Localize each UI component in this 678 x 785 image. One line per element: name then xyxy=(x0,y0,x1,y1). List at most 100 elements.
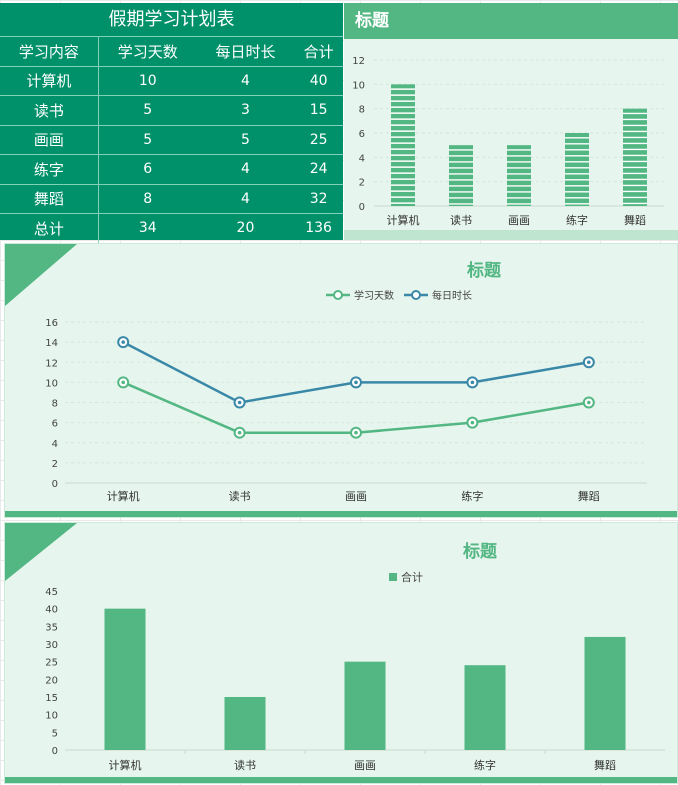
chart-title: 标题 xyxy=(467,261,501,281)
y-tick-label: 20 xyxy=(45,675,58,686)
table-header-row: 学习内容 学习天数 每日时长 合计 xyxy=(0,37,343,67)
x-tick-label: 读书 xyxy=(229,489,251,503)
cell[interactable]: 24 xyxy=(294,154,343,185)
line-chart-panel[interactable]: 标题 0 2 4 6 8 10 12 14 16 计算机 读书 画画 练字 舞蹈 学习天数 每日时长 xyxy=(4,243,678,518)
data-point-center xyxy=(237,430,242,435)
bar xyxy=(344,661,386,750)
cell[interactable]: 6 xyxy=(98,154,197,185)
x-tick-label: 读书 xyxy=(450,213,472,227)
data-point-center xyxy=(354,380,358,385)
y-tick-label: 25 xyxy=(45,658,58,669)
y-tick-label: 5 xyxy=(52,728,58,739)
x-tick-label: 画画 xyxy=(354,759,376,772)
y-tick-label: 12 xyxy=(45,358,58,369)
y-tick-label: 8 xyxy=(52,399,58,410)
bar-chart-panel-2[interactable]: 标题 0 5 10 15 20 25 30 35 40 45 计算机 读书 画画 练字 舞蹈 合计 xyxy=(4,522,678,784)
y-tick-label: 8 xyxy=(359,105,365,116)
series-line xyxy=(122,341,590,404)
y-tick-label: 4 xyxy=(359,153,365,164)
cell[interactable]: 20 xyxy=(236,220,255,237)
data-point-center xyxy=(237,400,242,405)
header-cell[interactable]: 学习内容 xyxy=(0,37,99,67)
data-point-center xyxy=(587,360,591,365)
corner-triangle-decoration xyxy=(5,244,77,306)
cell[interactable]: 读书 xyxy=(0,95,99,126)
y-tick-label: 6 xyxy=(52,419,58,430)
chart-title: 标题 xyxy=(463,542,497,562)
cell[interactable]: 5 xyxy=(98,95,197,126)
bar xyxy=(104,608,146,750)
x-tick-label: 舞蹈 xyxy=(624,214,646,227)
cell[interactable]: 3 xyxy=(196,95,295,126)
x-tick-label: 画画 xyxy=(345,490,367,503)
table-row: 计算机 10 4 40 xyxy=(0,66,343,96)
cell[interactable]: 40 xyxy=(294,66,343,96)
cell[interactable]: 34 xyxy=(138,220,157,237)
cell[interactable]: 15 xyxy=(294,95,343,126)
bar xyxy=(224,697,266,750)
cell[interactable]: 25 xyxy=(294,125,343,155)
cell[interactable]: 10 xyxy=(98,66,197,96)
panel-bottom-bar xyxy=(5,511,677,517)
bar xyxy=(584,636,626,750)
plan-table-grid: 学习内容 学习天数 每日时长 合计 计算机 10 4 40 读书 5 3 15 … xyxy=(0,37,343,243)
table-title: 假期学习计划表 xyxy=(0,3,343,37)
bar-chart-1: 0 2 4 6 8 10 12 计算机 读书 画画 练字 舞蹈 xyxy=(352,56,664,227)
table-row: 画画 5 5 25 xyxy=(0,125,343,155)
study-plan-table: 假期学习计划表 学习内容 学习天数 每日时长 合计 计算机 10 4 40 读书… xyxy=(0,3,343,243)
y-tick-label: 0 xyxy=(52,746,58,757)
x-tick-label: 舞蹈 xyxy=(578,490,600,503)
cell[interactable]: 练字 xyxy=(0,154,99,185)
header-cell[interactable]: 学习天数 xyxy=(98,37,197,67)
y-tick-label: 10 xyxy=(45,378,58,389)
table-row: 读书 5 3 15 xyxy=(0,95,343,126)
cell[interactable]: 5 xyxy=(98,125,197,155)
y-tick-label: 0 xyxy=(52,479,58,490)
y-tick-label: 30 xyxy=(45,640,58,651)
bar xyxy=(507,145,531,206)
cell[interactable]: 4 xyxy=(196,154,295,185)
cell[interactable]: 32 xyxy=(294,184,343,214)
data-point-center xyxy=(354,430,358,435)
legend-swatch xyxy=(389,573,397,581)
cell[interactable]: 5 xyxy=(196,125,295,155)
y-tick-label: 2 xyxy=(359,178,365,189)
y-tick-label: 10 xyxy=(45,711,58,722)
y-tick-label: 0 xyxy=(359,202,365,213)
cell[interactable]: 4 xyxy=(196,66,295,96)
table-total-row: 总计 34 20 136 xyxy=(0,213,343,243)
bar xyxy=(449,145,473,206)
x-tick-label: 练字 xyxy=(461,489,483,503)
y-tick-label: 6 xyxy=(359,129,365,140)
cell[interactable]: 计算机 xyxy=(0,66,99,96)
panel-bottom-bar xyxy=(5,777,677,783)
legend-marker xyxy=(333,290,343,300)
y-tick-label: 15 xyxy=(45,693,58,704)
cell[interactable]: 舞蹈 xyxy=(0,184,99,214)
x-tick-label: 画画 xyxy=(508,214,530,227)
corner-triangle-decoration xyxy=(5,523,77,581)
bar-chart-panel-1[interactable]: 标题 0 2 4 6 8 10 12 计算机 读书 画画 练字 舞蹈 xyxy=(344,3,678,240)
panel-footer-band xyxy=(344,230,678,240)
bar xyxy=(464,665,506,750)
cell[interactable]: 136 xyxy=(305,220,332,237)
bar xyxy=(565,133,589,206)
data-point-center xyxy=(121,340,125,344)
header-cell[interactable]: 合计 xyxy=(294,37,343,67)
legend-label: 合计 xyxy=(401,570,423,584)
legend-label: 学习天数 xyxy=(354,289,394,302)
legend-label: 每日时长 xyxy=(432,289,472,302)
table-row: 舞蹈 8 4 32 xyxy=(0,184,343,214)
y-tick-label: 16 xyxy=(45,318,58,329)
data-point-center xyxy=(470,420,475,425)
x-tick-label: 练字 xyxy=(566,213,588,227)
header-cell[interactable]: 每日时长 xyxy=(196,37,295,67)
x-tick-label: 计算机 xyxy=(107,489,140,503)
y-tick-label: 40 xyxy=(45,605,58,616)
cell[interactable]: 4 xyxy=(196,184,295,214)
cell[interactable]: 画画 xyxy=(0,125,99,155)
cell[interactable]: 8 xyxy=(98,184,197,214)
legend-marker xyxy=(411,290,421,300)
cell[interactable]: 总计 xyxy=(0,213,99,243)
x-tick-label: 计算机 xyxy=(109,758,142,772)
